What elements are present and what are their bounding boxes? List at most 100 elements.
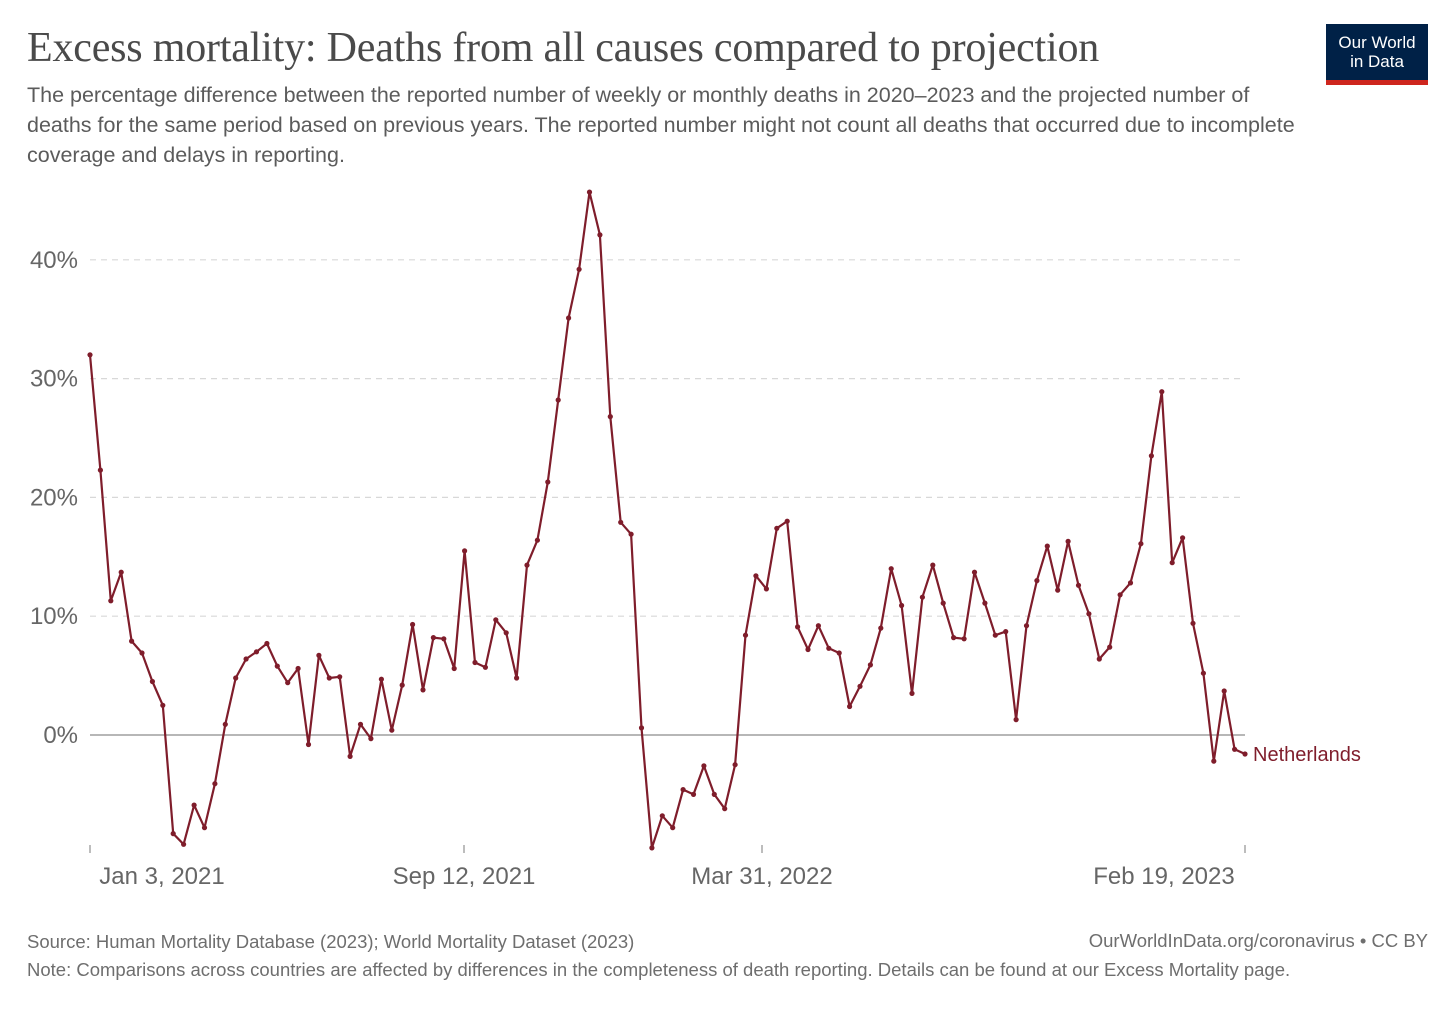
data-point[interactable]	[607, 414, 613, 420]
data-point[interactable]	[919, 594, 926, 600]
data-point[interactable]	[597, 232, 603, 238]
data-point[interactable]	[815, 623, 822, 629]
data-point[interactable]	[534, 537, 541, 543]
data-point[interactable]	[1034, 578, 1040, 584]
data-point[interactable]	[222, 721, 228, 727]
data-point[interactable]	[1013, 717, 1019, 723]
data-point[interactable]	[118, 569, 124, 575]
data-point[interactable]	[909, 690, 915, 697]
data-point[interactable]	[316, 652, 322, 659]
data-point[interactable]	[1107, 644, 1113, 650]
data-point[interactable]	[836, 650, 842, 656]
data-point[interactable]	[482, 664, 488, 670]
data-point[interactable]	[628, 531, 634, 537]
data-point[interactable]	[690, 791, 697, 798]
data-point[interactable]	[857, 683, 863, 689]
data-point[interactable]	[774, 525, 780, 531]
series-label-netherlands[interactable]: Netherlands	[1253, 744, 1361, 766]
data-point[interactable]	[212, 781, 218, 787]
data-point[interactable]	[503, 630, 509, 636]
data-point[interactable]	[233, 675, 239, 681]
data-point[interactable]	[410, 621, 416, 628]
data-point[interactable]	[389, 727, 395, 733]
data-point[interactable]	[264, 640, 270, 647]
data-point[interactable]	[524, 562, 530, 568]
data-point[interactable]	[191, 802, 197, 808]
data-point[interactable]	[888, 566, 894, 572]
data-point[interactable]	[847, 703, 853, 710]
data-point[interactable]	[181, 841, 187, 847]
data-point[interactable]	[1180, 535, 1186, 541]
data-point[interactable]	[763, 586, 770, 592]
data-point[interactable]	[201, 825, 208, 831]
data-point[interactable]	[347, 753, 353, 760]
data-point[interactable]	[87, 352, 93, 358]
data-point[interactable]	[451, 665, 457, 672]
data-point[interactable]	[982, 600, 988, 606]
data-point[interactable]	[586, 189, 593, 195]
data-point[interactable]	[1148, 453, 1154, 459]
data-point[interactable]	[1075, 582, 1082, 588]
data-point[interactable]	[170, 831, 176, 837]
data-point[interactable]	[1055, 587, 1061, 593]
data-point[interactable]	[149, 678, 155, 685]
data-point[interactable]	[368, 736, 374, 742]
data-point[interactable]	[129, 638, 135, 644]
data-point[interactable]	[139, 650, 145, 656]
owid-logo[interactable]: Our World in Data	[1326, 24, 1428, 85]
source-url-link[interactable]: OurWorldInData.org/coronavirus • CC BY	[1088, 930, 1428, 951]
data-point[interactable]	[295, 665, 301, 672]
data-point[interactable]	[638, 725, 645, 731]
data-point[interactable]	[784, 518, 790, 524]
data-point[interactable]	[97, 467, 103, 473]
data-point[interactable]	[711, 791, 717, 798]
data-point[interactable]	[1003, 629, 1009, 635]
data-point[interactable]	[618, 519, 624, 525]
data-point[interactable]	[930, 562, 936, 568]
data-point[interactable]	[493, 617, 499, 623]
data-point[interactable]	[951, 635, 957, 641]
data-point[interactable]	[1200, 670, 1206, 676]
data-point[interactable]	[961, 636, 967, 642]
data-point[interactable]	[940, 600, 946, 606]
data-point[interactable]	[1127, 580, 1134, 586]
data-point[interactable]	[420, 687, 426, 693]
data-point[interactable]	[1023, 623, 1030, 629]
data-point[interactable]	[243, 656, 249, 662]
data-point[interactable]	[899, 602, 905, 609]
data-point[interactable]	[108, 598, 114, 604]
data-point[interactable]	[399, 682, 405, 688]
data-point[interactable]	[649, 845, 655, 851]
data-point[interactable]	[285, 680, 291, 686]
data-point[interactable]	[1169, 560, 1175, 566]
data-point[interactable]	[576, 266, 582, 272]
data-point[interactable]	[722, 806, 728, 812]
data-point[interactable]	[1117, 592, 1123, 598]
data-point[interactable]	[1211, 758, 1217, 764]
data-point[interactable]	[742, 632, 749, 638]
data-point[interactable]	[378, 676, 384, 682]
data-point[interactable]	[701, 763, 707, 769]
data-point[interactable]	[1138, 541, 1144, 547]
data-point[interactable]	[1086, 611, 1092, 617]
data-point[interactable]	[337, 674, 343, 680]
data-point[interactable]	[826, 645, 832, 651]
data-point[interactable]	[805, 646, 811, 653]
data-point[interactable]	[462, 548, 468, 554]
data-point[interactable]	[867, 662, 874, 668]
data-point[interactable]	[878, 625, 884, 631]
data-point[interactable]	[1159, 389, 1165, 395]
data-point[interactable]	[555, 397, 561, 403]
data-point[interactable]	[753, 573, 759, 579]
data-point[interactable]	[680, 787, 686, 793]
data-point[interactable]	[971, 569, 978, 575]
data-point[interactable]	[1190, 620, 1196, 626]
data-point[interactable]	[566, 315, 572, 321]
data-point[interactable]	[1242, 751, 1248, 757]
data-point[interactable]	[1065, 538, 1071, 545]
data-point[interactable]	[274, 663, 280, 669]
data-point[interactable]	[357, 721, 364, 727]
series-line-netherlands[interactable]	[88, 191, 1246, 850]
data-point[interactable]	[1096, 656, 1102, 662]
data-point[interactable]	[1232, 746, 1238, 752]
